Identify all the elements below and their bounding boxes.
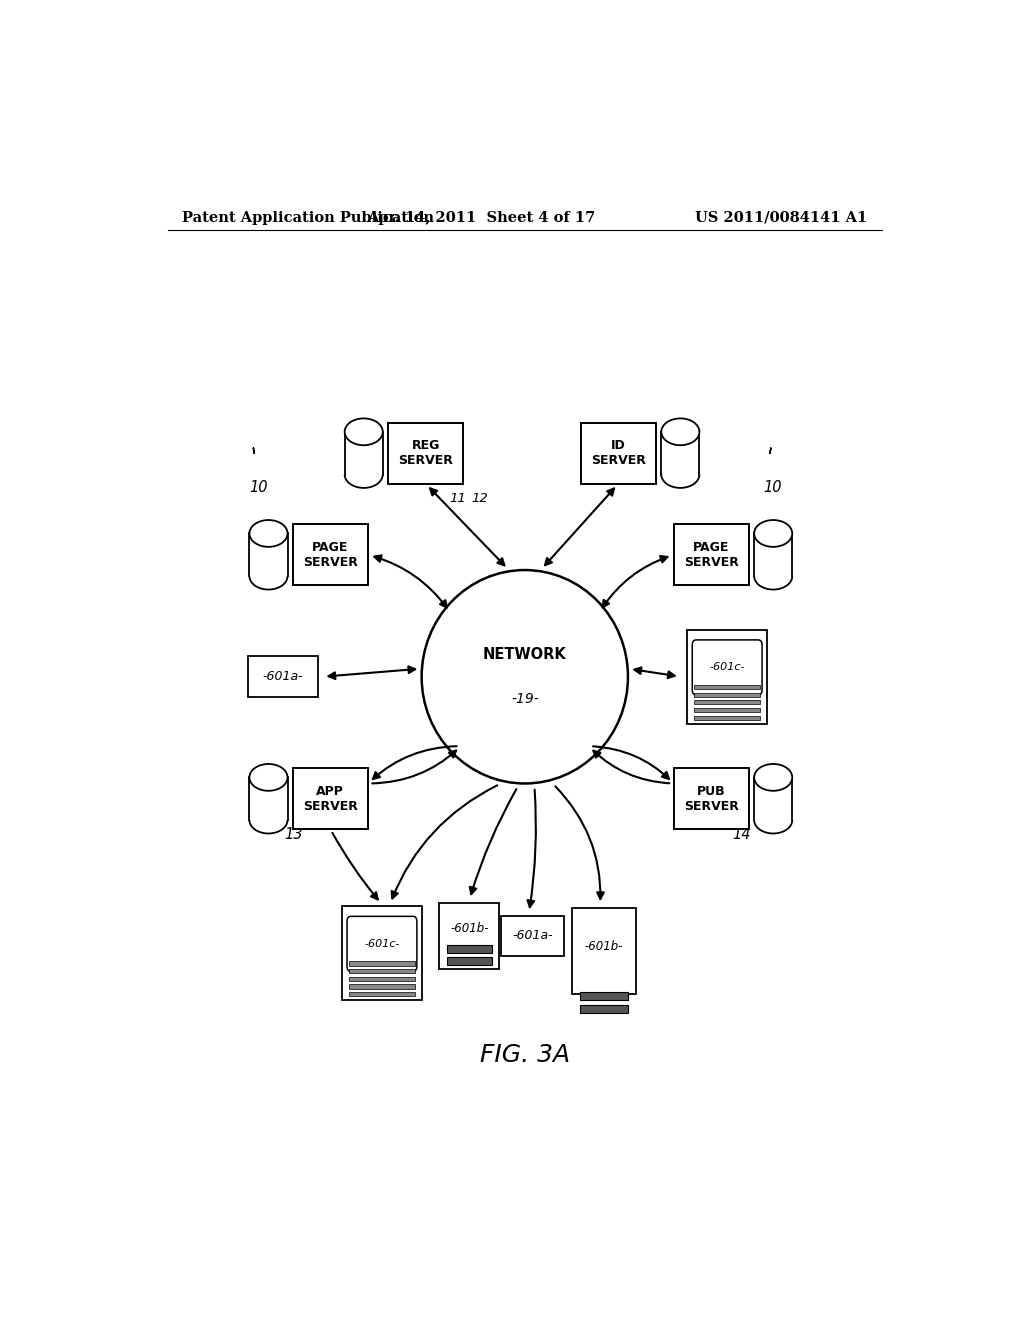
- Text: -601c-: -601c-: [710, 663, 744, 672]
- FancyBboxPatch shape: [501, 916, 564, 956]
- Bar: [250, 533, 288, 576]
- FancyBboxPatch shape: [439, 903, 499, 969]
- Text: 12: 12: [472, 492, 488, 506]
- FancyBboxPatch shape: [342, 907, 422, 1001]
- Bar: [348, 977, 416, 981]
- Bar: [446, 957, 492, 965]
- Bar: [694, 700, 761, 705]
- Text: 11: 11: [450, 492, 466, 506]
- Bar: [348, 991, 416, 997]
- FancyBboxPatch shape: [581, 422, 656, 483]
- Text: PUB
SERVER: PUB SERVER: [684, 784, 738, 813]
- Bar: [694, 708, 761, 711]
- Text: REG
SERVER: REG SERVER: [398, 440, 453, 467]
- Text: APP
SERVER: APP SERVER: [303, 784, 357, 813]
- Text: PAGE
SERVER: PAGE SERVER: [684, 541, 738, 569]
- Bar: [754, 533, 793, 576]
- Text: 10: 10: [763, 479, 781, 495]
- Ellipse shape: [754, 520, 793, 546]
- Text: -601b-: -601b-: [450, 921, 488, 935]
- Ellipse shape: [345, 418, 383, 445]
- Bar: [348, 985, 416, 989]
- Bar: [754, 777, 793, 820]
- FancyBboxPatch shape: [572, 908, 636, 994]
- FancyBboxPatch shape: [687, 630, 767, 723]
- Text: PAGE
SERVER: PAGE SERVER: [303, 541, 357, 569]
- Ellipse shape: [754, 764, 793, 791]
- Text: NETWORK: NETWORK: [483, 647, 566, 661]
- FancyBboxPatch shape: [248, 656, 317, 697]
- FancyBboxPatch shape: [674, 524, 749, 585]
- FancyBboxPatch shape: [293, 524, 368, 585]
- Ellipse shape: [662, 418, 699, 445]
- Text: -601a-: -601a-: [512, 929, 553, 942]
- Bar: [694, 715, 761, 719]
- Text: US 2011/0084141 A1: US 2011/0084141 A1: [695, 211, 867, 224]
- Text: -601a-: -601a-: [262, 671, 303, 684]
- Text: FIG. 3A: FIG. 3A: [479, 1043, 570, 1067]
- FancyBboxPatch shape: [293, 768, 368, 829]
- Bar: [348, 969, 416, 973]
- Text: -601b-: -601b-: [585, 940, 624, 953]
- Text: 13: 13: [285, 828, 303, 842]
- FancyBboxPatch shape: [692, 640, 762, 694]
- Text: 10: 10: [250, 479, 268, 495]
- Text: -601c-: -601c-: [365, 939, 399, 949]
- Ellipse shape: [422, 570, 628, 784]
- Bar: [580, 1005, 629, 1012]
- FancyBboxPatch shape: [388, 422, 463, 483]
- Bar: [662, 432, 699, 474]
- Bar: [348, 961, 416, 965]
- Ellipse shape: [250, 764, 288, 791]
- Bar: [694, 693, 761, 697]
- Text: Patent Application Publication: Patent Application Publication: [182, 211, 434, 224]
- Bar: [580, 993, 629, 1001]
- Bar: [446, 945, 492, 953]
- Text: ID
SERVER: ID SERVER: [591, 440, 646, 467]
- Bar: [694, 685, 761, 689]
- FancyBboxPatch shape: [347, 916, 417, 972]
- Bar: [345, 432, 383, 474]
- Text: Apr. 14, 2011  Sheet 4 of 17: Apr. 14, 2011 Sheet 4 of 17: [367, 211, 595, 224]
- Text: 14: 14: [733, 828, 752, 842]
- Ellipse shape: [250, 520, 288, 546]
- Text: -19-: -19-: [511, 692, 539, 706]
- Bar: [250, 777, 288, 820]
- FancyBboxPatch shape: [674, 768, 749, 829]
